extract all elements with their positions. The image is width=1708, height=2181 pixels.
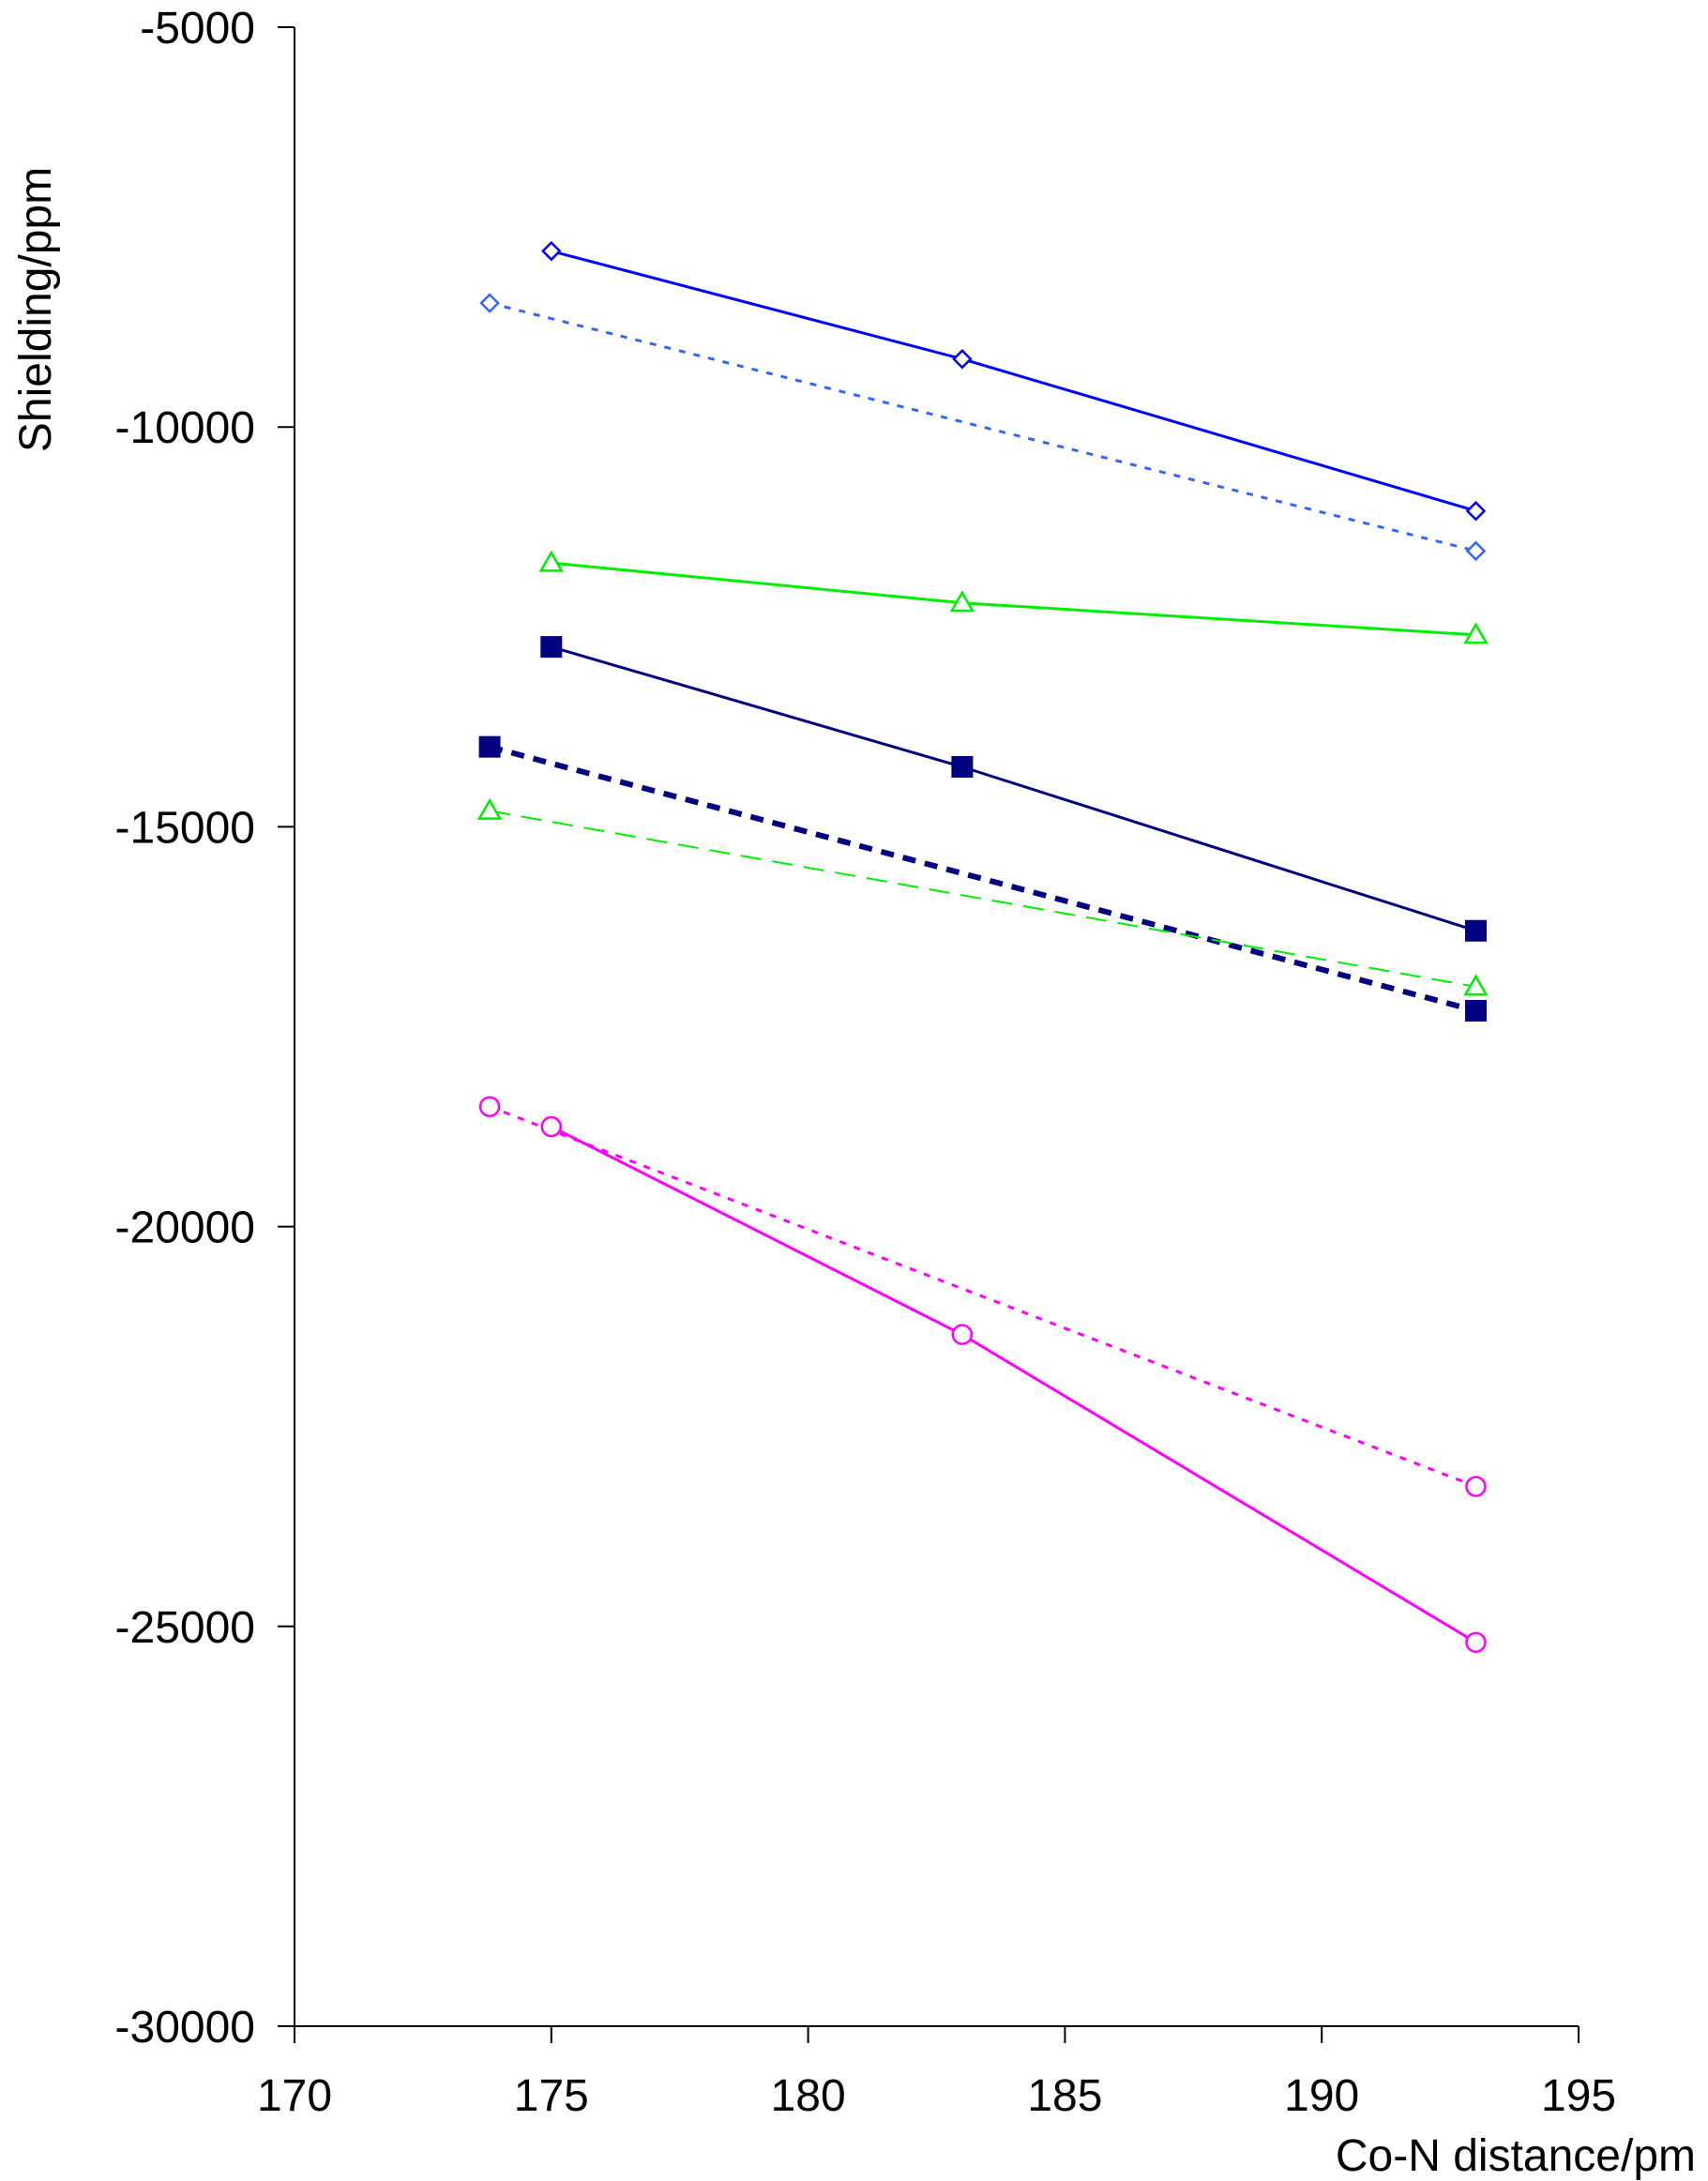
data-point (538, 550, 564, 572)
series-line-2 (489, 301, 1476, 553)
data-point (1463, 622, 1489, 644)
data-point (540, 1115, 563, 1138)
data-point (1463, 974, 1489, 996)
series-line-6 (489, 810, 1476, 988)
x-tick-label: 195 (1541, 2071, 1616, 2121)
data-point (1465, 540, 1487, 562)
x-tick-label: 170 (257, 2071, 332, 2121)
x-tick-label: 180 (771, 2071, 846, 2121)
data-point (1464, 999, 1487, 1022)
y-axis-title: Shielding/ppm (11, 167, 61, 452)
data-point (949, 590, 975, 613)
y-tick-label: -5000 (140, 4, 255, 53)
data-point (1465, 500, 1487, 522)
data-point (478, 1096, 501, 1117)
marker-layer (476, 240, 1489, 1654)
data-point (540, 636, 563, 659)
y-tick-label: -25000 (115, 1603, 255, 1653)
y-tick-label: -10000 (115, 403, 255, 453)
series-line-1 (551, 250, 1476, 513)
data-point (1464, 919, 1487, 942)
data-point (1465, 1631, 1487, 1654)
y-tick-label: -20000 (115, 1204, 255, 1253)
x-axis-title: Co-N distance/pm (1336, 2131, 1696, 2181)
series-line-5 (489, 744, 1477, 1014)
data-point (541, 240, 562, 262)
data-point (952, 348, 973, 370)
data-point (951, 755, 974, 778)
y-tick-label: -15000 (115, 803, 255, 853)
series-line-8 (489, 1105, 1477, 1488)
series-layer (489, 250, 1477, 1644)
data-point (1465, 1476, 1487, 1497)
data-point (478, 735, 501, 758)
data-point (479, 293, 500, 313)
series-line-3 (551, 561, 1476, 637)
y-tick-label: -30000 (115, 2003, 255, 2052)
data-point (951, 1324, 974, 1345)
series-line-7 (551, 1125, 1477, 1644)
x-tick-label: 190 (1284, 2071, 1359, 2121)
x-tick-label: 175 (514, 2071, 589, 2121)
x-tick-label: 185 (1027, 2071, 1102, 2121)
data-point (476, 797, 503, 820)
